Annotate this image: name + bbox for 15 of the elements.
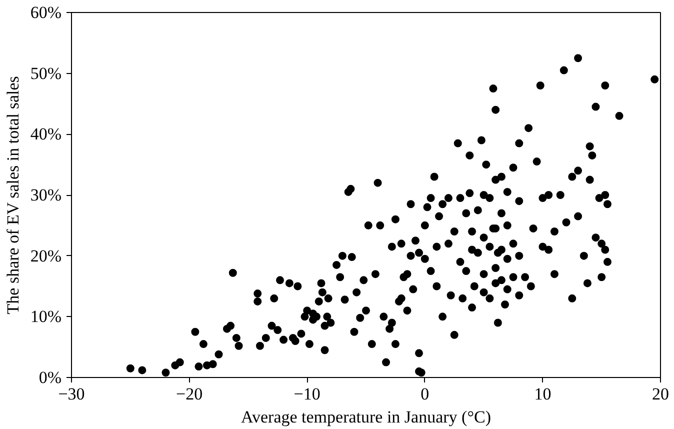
x-tick-label: 0 (420, 384, 430, 404)
y-tick-label: 0% (38, 368, 62, 387)
x-axis-title: Average temperature in January (°C) (240, 408, 492, 426)
y-tick-label: 30% (30, 186, 62, 204)
y-tick-label: 20% (30, 246, 62, 266)
y-tick-label: 50% (30, 64, 62, 83)
y-axis-title: The share of EV sales in total sales (3, 76, 22, 314)
x-tick-label: 20 (652, 384, 669, 404)
x-tick-label: −10 (294, 384, 320, 404)
y-tick-label: 10% (30, 307, 62, 326)
x-tick-label: −30 (58, 384, 85, 404)
x-tick-label: −20 (176, 384, 203, 404)
y-tick-label: 60% (30, 3, 62, 22)
y-tick-label: 40% (30, 124, 62, 144)
x-tick-label: 10 (534, 384, 552, 404)
